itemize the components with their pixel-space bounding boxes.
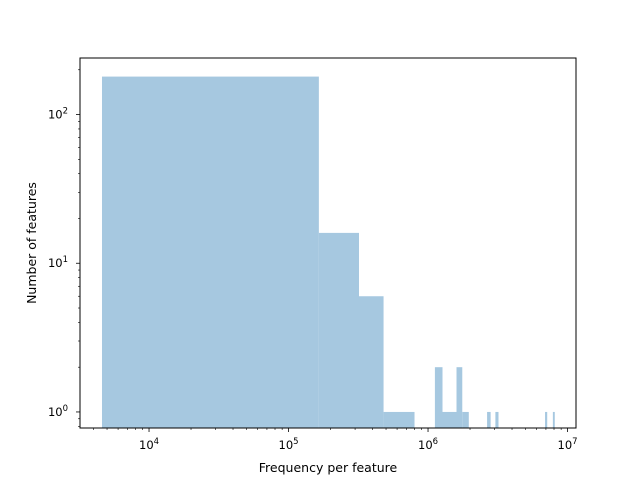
x-axis-label: Frequency per feature [259,460,398,475]
x-tick-label: 106 [418,437,438,452]
x-tick-label: 107 [558,437,578,452]
histogram-bar [487,411,491,428]
histogram-bar [495,411,499,428]
x-tick-label: 105 [279,437,299,452]
histogram-bar [359,296,384,428]
histogram-bar [383,411,415,428]
y-tick-label: 100 [48,404,68,419]
bars-layer [101,76,555,428]
histogram-bar [552,411,555,428]
x-tick-label: 104 [139,437,159,452]
histogram-bar [462,411,469,428]
y-axis-label: Number of features [24,182,39,304]
major-ticks-layer: 104 105 106 107 100 101 102 [48,107,578,452]
histogram-bar [545,411,548,428]
plot-frame [79,57,577,429]
histogram-bar [456,367,463,428]
histogram-bar [434,367,443,428]
histogram-bar [318,232,359,428]
histogram-bar [101,76,319,428]
y-tick-label: 102 [48,107,68,122]
y-tick-label: 101 [48,255,68,270]
histogram-bar [442,411,457,428]
